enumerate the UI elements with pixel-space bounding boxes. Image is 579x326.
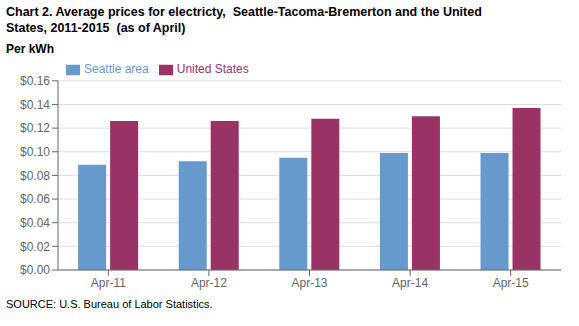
html-text:Seattle area: Seattle area	[84, 62, 149, 76]
html-text:States, 2011-2015 (as of April: States, 2011-2015 (as of April)	[6, 21, 186, 35]
svg-text:Apr-13: Apr-13	[291, 276, 327, 290]
svg-text:$0.16: $0.16	[20, 74, 50, 88]
svg-text:$0.04: $0.04	[20, 216, 50, 230]
svg-text:$0.14: $0.14	[20, 98, 50, 112]
svg-text:Apr-14: Apr-14	[392, 276, 428, 290]
svg-text:Apr-11: Apr-11	[91, 276, 126, 290]
svg-text:$0.10: $0.10	[20, 145, 50, 159]
svg-text:$0.00: $0.00	[20, 263, 50, 277]
svg-text:$0.06: $0.06	[20, 192, 50, 206]
svg-text:Apr-15: Apr-15	[493, 276, 529, 290]
svg-text:$0.08: $0.08	[20, 169, 50, 183]
html-text:SOURCE: U.S. Bureau of Labor S: SOURCE: U.S. Bureau of Labor Statistics.	[6, 298, 213, 310]
svg-text:$0.02: $0.02	[20, 240, 50, 254]
html-text:Per kWh: Per kWh	[6, 42, 54, 56]
html-text:United States: United States	[176, 62, 249, 76]
svg-text:$0.12: $0.12	[20, 121, 50, 135]
html-text:Chart 2. Average prices for el: Chart 2. Average prices for electricty, …	[6, 5, 482, 19]
svg-text:Apr-12: Apr-12	[191, 276, 227, 290]
